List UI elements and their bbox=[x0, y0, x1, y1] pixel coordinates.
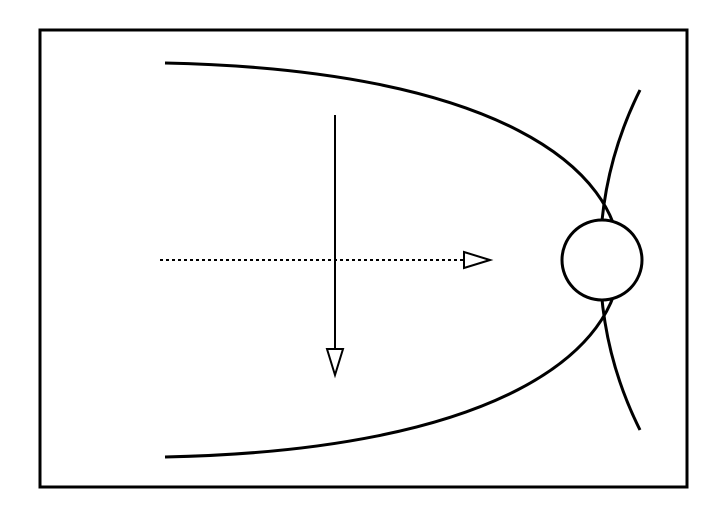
diagram bbox=[0, 0, 727, 517]
node-circle bbox=[562, 220, 642, 300]
